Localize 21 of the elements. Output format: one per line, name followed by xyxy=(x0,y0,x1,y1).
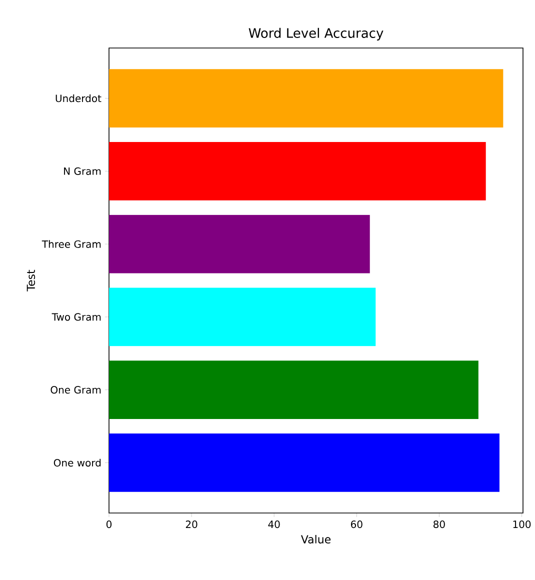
x-axis-title: Value xyxy=(301,534,331,544)
y-tick-label: Underdot xyxy=(56,94,102,102)
x-tick-label: 40 xyxy=(268,520,280,528)
x-tick-label: 0 xyxy=(106,520,112,528)
x-tick-label: 20 xyxy=(186,520,198,528)
bar xyxy=(109,360,479,419)
x-tick-label: 80 xyxy=(434,520,446,528)
bar xyxy=(109,214,370,274)
chart-title: Word Level Accuracy xyxy=(248,28,384,40)
bar xyxy=(109,69,504,128)
y-axis-title: Test xyxy=(27,270,36,292)
y-tick-label: Three Gram xyxy=(42,240,101,248)
x-tick-label: 60 xyxy=(351,520,363,528)
y-tick-label: N Gram xyxy=(64,167,101,175)
x-tick-label: 100 xyxy=(513,520,531,528)
y-tick-label: Two Gram xyxy=(52,313,101,321)
y-tick-label: One word xyxy=(54,458,101,467)
y-tick-label: One Gram xyxy=(50,386,101,394)
bar xyxy=(109,434,500,492)
bar xyxy=(109,288,376,346)
bar xyxy=(109,142,486,200)
